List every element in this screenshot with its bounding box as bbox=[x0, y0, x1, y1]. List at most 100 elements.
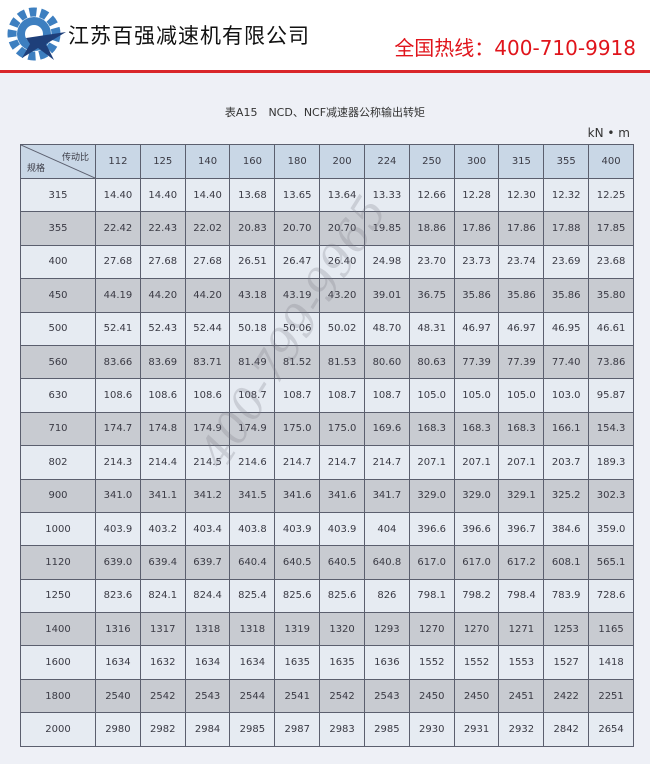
torque-cell: 783.9 bbox=[543, 578, 590, 614]
torque-cell: 46.97 bbox=[498, 311, 545, 346]
torque-cell: 23.70 bbox=[408, 244, 455, 280]
ratio-header: 180 bbox=[274, 144, 321, 179]
torque-cell: 639.4 bbox=[139, 545, 186, 580]
torque-cell: 52.44 bbox=[184, 311, 231, 346]
torque-cell: 403.8 bbox=[229, 511, 276, 547]
size-cell: 1800 bbox=[20, 678, 96, 714]
torque-cell: 83.71 bbox=[184, 344, 231, 380]
torque-cell: 1165 bbox=[588, 612, 634, 647]
torque-cell: 207.1 bbox=[408, 445, 455, 480]
torque-cell: 798.4 bbox=[498, 578, 545, 614]
torque-cell: 302.3 bbox=[588, 478, 634, 513]
torque-cell: 108.7 bbox=[319, 378, 365, 413]
torque-cell: 24.98 bbox=[363, 244, 410, 280]
torque-cell: 44.20 bbox=[184, 278, 231, 313]
torque-cell: 23.74 bbox=[498, 244, 545, 280]
torque-cell: 44.20 bbox=[139, 278, 186, 313]
size-cell: 710 bbox=[20, 411, 96, 447]
torque-cell: 1634 bbox=[229, 645, 276, 680]
ratio-label: 传动比 bbox=[61, 153, 89, 163]
torque-cell: 403.9 bbox=[274, 511, 321, 547]
torque-cell: 73.86 bbox=[588, 344, 634, 380]
torque-cell: 26.51 bbox=[229, 244, 276, 280]
torque-cell: 639.7 bbox=[184, 545, 231, 580]
ratio-header: 315 bbox=[498, 144, 545, 179]
torque-cell: 14.40 bbox=[184, 177, 231, 213]
torque-cell: 2251 bbox=[588, 678, 634, 714]
torque-cell: 341.6 bbox=[274, 478, 321, 513]
torque-cell: 2931 bbox=[453, 712, 500, 747]
torque-cell: 341.0 bbox=[95, 478, 141, 513]
torque-cell: 640.4 bbox=[229, 545, 276, 580]
torque-cell: 1271 bbox=[498, 612, 545, 647]
torque-cell: 48.31 bbox=[408, 311, 455, 346]
torque-cell: 154.3 bbox=[588, 411, 634, 447]
torque-cell: 12.30 bbox=[498, 177, 545, 213]
torque-cell: 81.52 bbox=[274, 344, 321, 380]
torque-cell: 617.0 bbox=[453, 545, 500, 580]
torque-cell: 825.6 bbox=[319, 578, 365, 614]
torque-cell: 18.86 bbox=[408, 211, 455, 246]
size-cell: 355 bbox=[20, 211, 96, 246]
table-row: 355 22.42 22.43 22.02 20.83 20.70 20.70 19.85 18… bbox=[20, 211, 634, 246]
torque-cell: 105.0 bbox=[453, 378, 500, 413]
torque-cell: 207.1 bbox=[498, 445, 545, 480]
torque-cell: 1318 bbox=[229, 612, 276, 647]
torque-cell: 13.33 bbox=[363, 177, 410, 213]
torque-cell: 166.1 bbox=[543, 411, 590, 447]
torque-cell: 2450 bbox=[453, 678, 500, 714]
size-cell: 560 bbox=[20, 344, 96, 380]
torque-cell: 13.64 bbox=[319, 177, 365, 213]
torque-cell: 174.9 bbox=[229, 411, 276, 447]
torque-cell: 1552 bbox=[408, 645, 455, 680]
hotline: 全国热线：400-710-9918 bbox=[394, 36, 636, 60]
torque-cell: 14.40 bbox=[95, 177, 141, 213]
torque-cell: 798.1 bbox=[408, 578, 455, 614]
torque-cell: 1636 bbox=[363, 645, 410, 680]
table-row: 1120 639.0 639.4 639.7 640.4 640.5 640.5 640.8 6… bbox=[20, 545, 634, 580]
torque-cell: 1318 bbox=[184, 612, 231, 647]
torque-cell: 2985 bbox=[229, 712, 276, 747]
torque-cell: 403.9 bbox=[95, 511, 141, 547]
header-divider bbox=[0, 70, 650, 73]
torque-cell: 77.40 bbox=[543, 344, 590, 380]
torque-cell: 214.5 bbox=[184, 445, 231, 480]
table-row: 710 174.7 174.8 174.9 174.9 175.0 175.0 169.6 16… bbox=[20, 411, 634, 447]
torque-cell: 23.73 bbox=[453, 244, 500, 280]
torque-cell: 2982 bbox=[139, 712, 186, 747]
torque-cell: 341.5 bbox=[229, 478, 276, 513]
torque-cell: 404 bbox=[363, 511, 410, 547]
torque-cell: 174.7 bbox=[95, 411, 141, 447]
torque-cell: 44.19 bbox=[95, 278, 141, 313]
torque-cell: 640.5 bbox=[319, 545, 365, 580]
torque-cell: 617.0 bbox=[408, 545, 455, 580]
torque-cell: 35.86 bbox=[453, 278, 500, 313]
torque-cell: 329.1 bbox=[498, 478, 545, 513]
size-cell: 450 bbox=[20, 278, 96, 313]
torque-cell: 83.66 bbox=[95, 344, 141, 380]
size-cell: 630 bbox=[20, 378, 96, 413]
torque-cell: 639.0 bbox=[95, 545, 141, 580]
torque-cell: 19.85 bbox=[363, 211, 410, 246]
torque-cell: 214.7 bbox=[319, 445, 365, 480]
size-cell: 500 bbox=[20, 311, 96, 346]
torque-cell: 2984 bbox=[184, 712, 231, 747]
torque-cell: 174.8 bbox=[139, 411, 186, 447]
torque-cell: 823.6 bbox=[95, 578, 141, 614]
ratio-header: 300 bbox=[453, 144, 500, 179]
torque-cell: 1632 bbox=[139, 645, 186, 680]
torque-cell: 46.95 bbox=[543, 311, 590, 346]
torque-cell: 1317 bbox=[139, 612, 186, 647]
torque-cell: 2450 bbox=[408, 678, 455, 714]
table-row: 802 214.3 214.4 214.5 214.6 214.7 214.7 214.7 20… bbox=[20, 445, 634, 480]
torque-table: 传动比 规格 112 125 140 160 180 200 224 250 300 315 355… bbox=[20, 144, 634, 747]
torque-cell: 23.69 bbox=[543, 244, 590, 280]
torque-cell: 108.6 bbox=[139, 378, 186, 413]
header-row: 传动比 规格 112 125 140 160 180 200 224 250 300 315 355… bbox=[20, 144, 634, 179]
torque-cell: 824.4 bbox=[184, 578, 231, 614]
table-row: 1400 1316 1317 1318 1318 1319 1320 1293 1270 1270… bbox=[20, 612, 634, 647]
torque-cell: 1552 bbox=[453, 645, 500, 680]
torque-cell: 341.2 bbox=[184, 478, 231, 513]
torque-cell: 2544 bbox=[229, 678, 276, 714]
torque-cell: 12.25 bbox=[588, 177, 634, 213]
